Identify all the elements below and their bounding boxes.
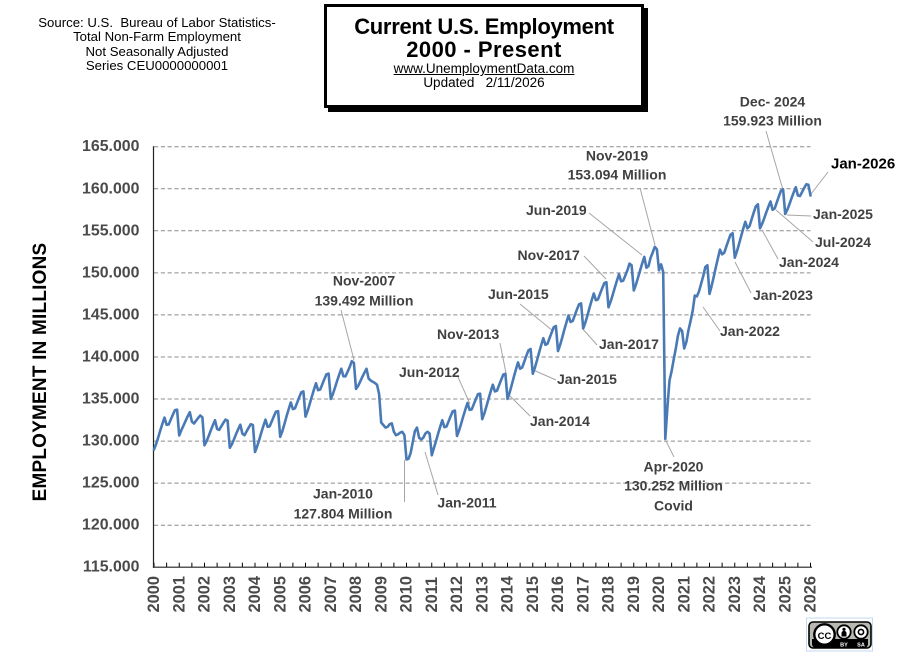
svg-text:2002: 2002 bbox=[196, 576, 214, 612]
svg-text:165.000: 165.000 bbox=[82, 138, 140, 155]
svg-text:2016: 2016 bbox=[549, 576, 567, 612]
svg-text:155.000: 155.000 bbox=[82, 222, 140, 239]
svg-text:2024: 2024 bbox=[751, 575, 769, 612]
svg-text:160.000: 160.000 bbox=[82, 180, 140, 197]
svg-text:2000: 2000 bbox=[145, 576, 163, 612]
svg-text:2007: 2007 bbox=[322, 576, 340, 612]
svg-text:115.000: 115.000 bbox=[83, 559, 140, 576]
svg-text:2005: 2005 bbox=[271, 576, 289, 612]
svg-text:2008: 2008 bbox=[347, 576, 365, 612]
svg-text:2025: 2025 bbox=[776, 576, 794, 612]
svg-text:2003: 2003 bbox=[221, 576, 239, 612]
svg-text:2006: 2006 bbox=[297, 576, 315, 612]
svg-text:2021: 2021 bbox=[675, 576, 693, 612]
svg-text:2001: 2001 bbox=[170, 576, 188, 612]
svg-text:145.000: 145.000 bbox=[82, 306, 140, 323]
svg-text:2015: 2015 bbox=[524, 576, 542, 612]
svg-text:2026: 2026 bbox=[802, 576, 820, 612]
svg-text:2019: 2019 bbox=[625, 576, 643, 612]
svg-text:2023: 2023 bbox=[726, 576, 744, 612]
svg-text:150.000: 150.000 bbox=[82, 264, 140, 281]
svg-text:135.000: 135.000 bbox=[82, 391, 140, 408]
svg-text:2013: 2013 bbox=[473, 576, 491, 612]
svg-text:2012: 2012 bbox=[448, 576, 466, 612]
svg-text:120.000: 120.000 bbox=[82, 517, 140, 534]
svg-text:2011: 2011 bbox=[423, 577, 441, 613]
svg-text:2004: 2004 bbox=[246, 575, 264, 612]
svg-text:2010: 2010 bbox=[398, 576, 416, 612]
svg-text:2018: 2018 bbox=[600, 576, 618, 612]
svg-text:2009: 2009 bbox=[372, 576, 390, 612]
svg-text:130.000: 130.000 bbox=[82, 433, 140, 450]
svg-text:125.000: 125.000 bbox=[82, 475, 140, 492]
svg-text:140.000: 140.000 bbox=[82, 349, 140, 366]
svg-text:2014: 2014 bbox=[499, 575, 517, 612]
svg-text:2022: 2022 bbox=[701, 576, 719, 612]
svg-text:2017: 2017 bbox=[574, 576, 592, 612]
svg-text:2020: 2020 bbox=[650, 576, 668, 612]
